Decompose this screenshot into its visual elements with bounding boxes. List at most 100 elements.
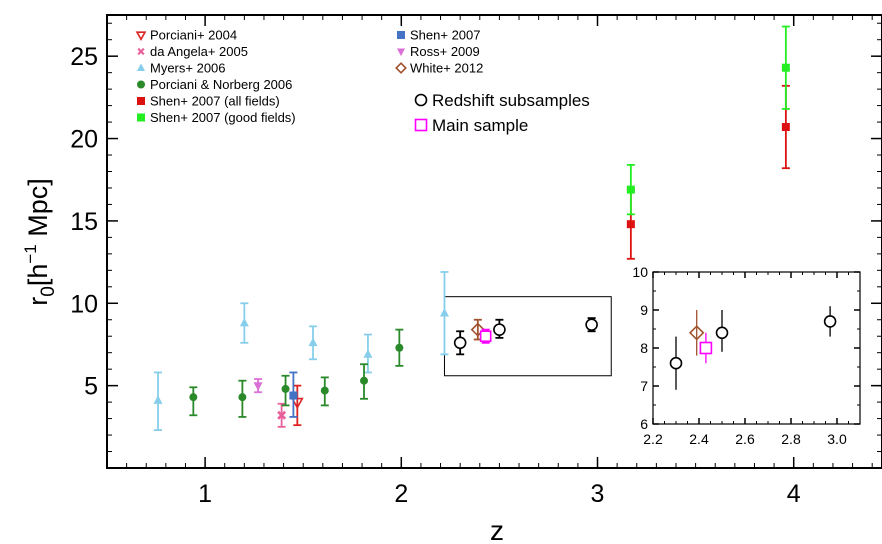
y-axis-label-bracket: [h [23, 264, 53, 287]
data-point-marker [781, 123, 790, 132]
main-x-tick-label: 2 [394, 480, 408, 508]
data-point-marker [239, 317, 249, 327]
main-y-tick-label: 25 [70, 43, 98, 71]
data-point-marker [253, 382, 263, 391]
legend-marker [397, 31, 405, 39]
series-redshift-subsamples [453, 317, 598, 356]
inset-marker [715, 326, 729, 340]
inset-marker [669, 356, 683, 370]
inset-x-tick-label: 2.6 [735, 431, 755, 447]
main-x-tick-label: 3 [591, 480, 605, 508]
inset-x-tick-label: 2.8 [781, 431, 801, 447]
data-point-marker [439, 307, 449, 317]
legend-marker [395, 62, 407, 74]
data-point [781, 25, 790, 110]
data-point [479, 328, 492, 344]
data-point-marker [289, 391, 298, 400]
data-point-marker [479, 330, 492, 343]
legend-marker [137, 80, 145, 89]
data-point-marker [308, 337, 318, 347]
legend-label: Main sample [432, 116, 528, 135]
legend-label: Porciani & Norberg 2006 [150, 77, 292, 92]
data-point-marker [281, 384, 290, 393]
data-point-marker [277, 410, 287, 420]
data-point [281, 374, 290, 407]
legend-item-shen-2007-good-fields: Shen+ 2007 (good fields) [137, 110, 296, 125]
y-axis-label-unit: Mpc] [23, 178, 53, 244]
data-point [470, 318, 485, 341]
data-point-marker [395, 343, 404, 352]
inset-data-point [823, 306, 837, 337]
data-point-marker [153, 395, 163, 404]
legend-label: da Angela+ 2005 [150, 44, 248, 59]
data-point [238, 379, 247, 418]
inset-y-tick-label: 6 [640, 416, 648, 432]
data-point-marker [781, 63, 790, 72]
data-point [360, 363, 369, 400]
legend-label: Shen+ 2007 (all fields) [150, 94, 280, 109]
legend-item-porciani-2004: Porciani+ 2004 [135, 28, 237, 43]
data-point [320, 376, 329, 407]
x-axis-label: z [490, 515, 504, 544]
data-point-marker [320, 386, 329, 395]
legend-marker [137, 47, 145, 56]
main-x-tick-label: 1 [198, 480, 212, 508]
series-white-2012 [470, 318, 485, 341]
data-point-marker [493, 323, 506, 336]
inset-data-point [688, 310, 705, 356]
data-point [153, 371, 163, 432]
legend-label: Redshift subsamples [432, 91, 590, 110]
series-shen-2007 [289, 371, 298, 418]
inset-x-tick-label: 2.4 [689, 431, 709, 447]
data-point [395, 328, 404, 367]
inset-y-tick-label: 8 [640, 340, 648, 356]
data-point [308, 325, 318, 361]
y-axis-label-symbol: r [23, 297, 53, 306]
series-shen-2007-good-fields [626, 25, 790, 216]
main-y-tick-label: 20 [70, 126, 98, 154]
legend-item-large-redshift-subsamples: Redshift subsamples [414, 91, 590, 110]
inset-y-tick-label: 7 [640, 378, 648, 394]
data-point-marker [626, 185, 635, 194]
legend-label: Ross+ 2009 [410, 44, 480, 59]
legend-item-da-angela-2005: da Angela+ 2005 [137, 44, 248, 59]
data-point-marker [360, 376, 369, 385]
legend-marker [397, 48, 405, 57]
data-point [585, 317, 598, 333]
y-axis-label-superscript: −1 [21, 244, 40, 263]
legend-item-porciani-norberg-2006: Porciani & Norberg 2006 [137, 77, 292, 92]
legend-item-white-2012: White+ 2012 [395, 61, 483, 76]
series-main-sample [479, 328, 492, 344]
axis-titles: z r0[h−1 Mpc] [21, 178, 504, 544]
series-porciani-norberg-2006 [189, 328, 404, 418]
legend-marker [137, 63, 145, 71]
y-axis-label-subscript: 0 [38, 286, 59, 297]
main-y-tick-label: 5 [84, 373, 98, 401]
data-point [253, 378, 263, 394]
data-point-marker [363, 349, 373, 358]
inset-series-main-sample [699, 332, 713, 364]
legend-label: Shen+ 2007 [410, 28, 480, 43]
main-x-tick-label: 4 [787, 480, 801, 508]
data-point [289, 371, 298, 418]
legend-label: Myers+ 2006 [150, 61, 226, 76]
legend-item-shen-2007-all-fields: Shen+ 2007 (all fields) [137, 94, 280, 109]
inset-y-tick-label: 10 [632, 264, 648, 280]
data-point-marker [585, 318, 598, 331]
inset-marker [823, 315, 837, 328]
main-y-tick-label: 10 [70, 290, 98, 318]
legend-marker [137, 113, 145, 122]
inset-y-tick-label: 9 [640, 302, 648, 318]
data-point-marker [453, 336, 467, 350]
series-ross-2009 [253, 378, 263, 394]
data-point [626, 164, 635, 216]
legend-label: Shen+ 2007 (good fields) [150, 110, 296, 125]
data-point [277, 402, 287, 428]
inset-marker [699, 341, 713, 355]
legend-label: White+ 2012 [410, 61, 483, 76]
inset-frame [652, 271, 861, 425]
data-point-marker [626, 220, 635, 229]
data-point-marker [470, 322, 485, 337]
